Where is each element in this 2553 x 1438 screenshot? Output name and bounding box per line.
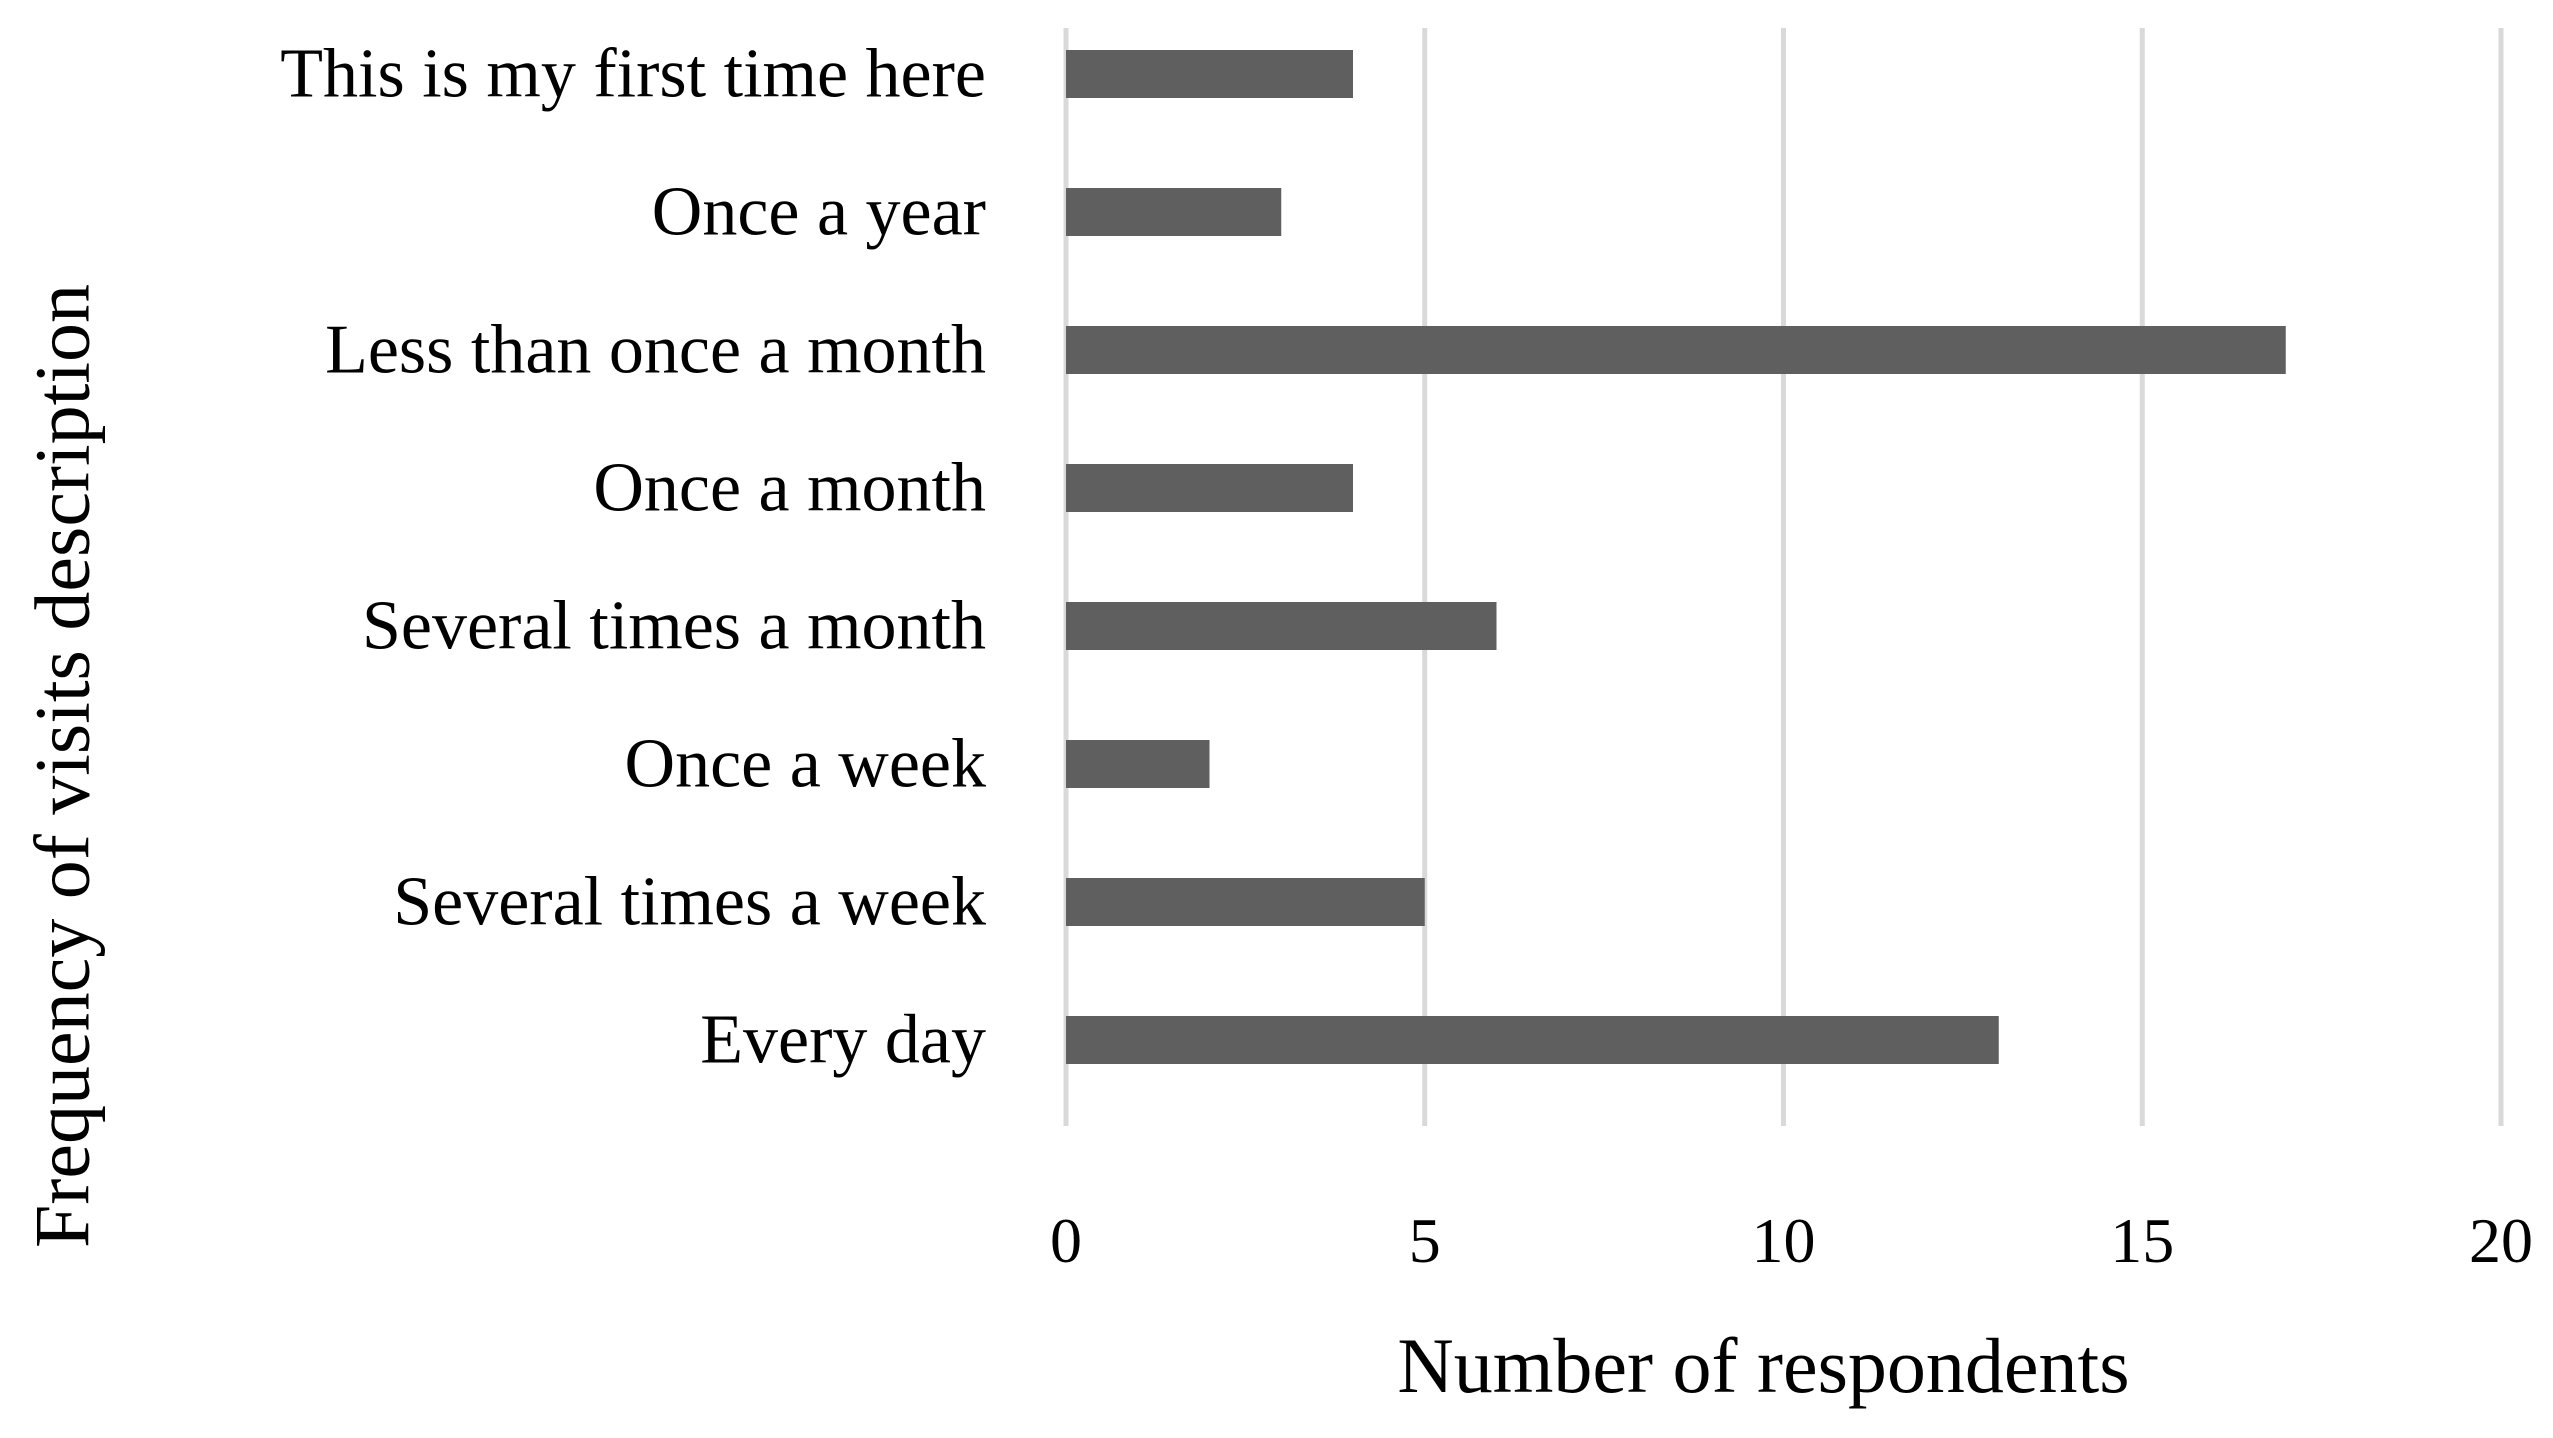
- x-tick-label: 0: [1050, 1205, 1082, 1276]
- x-axis-title: Number of respondents: [1397, 1322, 2129, 1409]
- category-label: Several times a week: [393, 864, 986, 941]
- category-label: This is my first time here: [280, 36, 986, 113]
- bar: [1066, 602, 1497, 650]
- bar: [1066, 188, 1282, 236]
- category-label: Every day: [700, 1002, 986, 1079]
- y-axis-title: Frequency of visits description: [19, 284, 106, 1248]
- x-tick-label: 15: [2110, 1205, 2174, 1276]
- x-tick-label: 20: [2469, 1205, 2533, 1276]
- category-label: Once a month: [593, 450, 986, 527]
- category-labels: This is my first time here Once a year Les…: [280, 36, 986, 1079]
- x-tick-labels: 0 5 10 15 20: [1050, 1205, 2533, 1276]
- bar: [1066, 50, 1353, 98]
- bars: [1066, 50, 2286, 1064]
- category-label: Less than once a month: [325, 312, 986, 389]
- bar: [1066, 878, 1425, 926]
- category-label: Several times a month: [362, 588, 986, 665]
- category-label: Once a year: [652, 174, 986, 251]
- gridlines: [1063, 28, 2504, 1126]
- bar: [1066, 740, 1210, 788]
- bar: [1066, 464, 1353, 512]
- bar: [1066, 326, 2286, 374]
- x-tick-label: 5: [1409, 1205, 1441, 1276]
- x-tick-label: 10: [1752, 1205, 1816, 1276]
- bar: [1066, 1016, 1999, 1064]
- category-label: Once a week: [625, 726, 986, 803]
